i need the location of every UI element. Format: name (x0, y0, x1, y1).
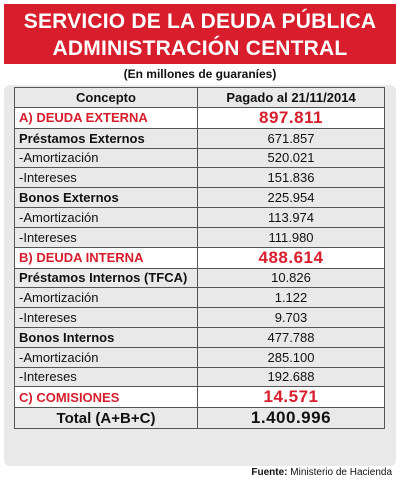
source-note: Fuente: Ministerio de Hacienda (251, 467, 392, 478)
concepto-cell: -Intereses (14, 366, 198, 388)
table-row: -Amortización 113.974 (14, 206, 385, 228)
pagado-cell: 225.954 (197, 187, 385, 208)
title-line-1: SERVICIO DE LA DEUDA PÚBLICA (23, 10, 377, 33)
table-row: -Amortización 1.122 (14, 287, 385, 309)
pagado-cell: 520.021 (197, 147, 385, 169)
concepto-cell: -Amortización (14, 206, 198, 228)
pagado-cell: 10.826 (197, 267, 385, 289)
table-row: Bonos Internos 477.788 (14, 326, 385, 348)
concepto-cell: Préstamos Externos (14, 127, 198, 149)
pagado-cell: 1.122 (197, 287, 385, 309)
header-concepto: Concepto (14, 87, 198, 108)
concepto-cell: -Intereses (14, 307, 198, 328)
pagado-cell: 285.100 (197, 346, 385, 368)
concepto-cell: Préstamos Internos (TFCA) (14, 267, 198, 289)
concepto-cell: Total (A+B+C) (14, 407, 198, 430)
table-row: A) DEUDA EXTERNA 897.811 (14, 106, 385, 129)
pagado-cell: 897.811 (197, 106, 385, 129)
table-row: -Intereses 9.703 (14, 307, 385, 328)
concepto-cell: -Intereses (14, 226, 198, 248)
pagado-cell: 111.980 (197, 226, 385, 248)
table-row: -Amortización 285.100 (14, 346, 385, 368)
concepto-cell: -Amortización (14, 147, 198, 169)
pagado-cell: 151.836 (197, 167, 385, 189)
pagado-cell: 192.688 (197, 366, 385, 388)
debt-table: Concepto Pagado al 21/11/2014 A) DEUDA E… (14, 87, 385, 430)
source-label: Fuente: (251, 467, 288, 478)
concepto-cell: Bonos Internos (14, 326, 198, 348)
table-row: B) DEUDA INTERNA 488.614 (14, 246, 385, 269)
pagado-cell: 488.614 (197, 246, 385, 269)
table-row: -Amortización 520.021 (14, 147, 385, 169)
table-row: -Intereses 192.688 (14, 366, 385, 388)
concepto-cell: C) COMISIONES (14, 386, 198, 409)
concepto-cell: -Intereses (14, 167, 198, 189)
pagado-cell: 1.400.996 (197, 407, 385, 430)
table-row: Préstamos Internos (TFCA) 10.826 (14, 267, 385, 289)
concepto-cell: Bonos Externos (14, 187, 198, 208)
table-header-row: Concepto Pagado al 21/11/2014 (14, 87, 385, 108)
source-text: Ministerio de Hacienda (290, 467, 392, 478)
table-row: Préstamos Externos 671.857 (14, 127, 385, 149)
units-subtitle: (En millones de guaraníes) (123, 67, 277, 81)
title-banner: SERVICIO DE LA DEUDA PÚBLICA ADMINISTRAC… (4, 4, 396, 64)
header-pagado: Pagado al 21/11/2014 (197, 87, 385, 108)
table-row: -Intereses 151.836 (14, 167, 385, 189)
pagado-cell: 671.857 (197, 127, 385, 149)
concepto-cell: B) DEUDA INTERNA (14, 246, 198, 269)
pagado-cell: 477.788 (197, 326, 385, 348)
pagado-cell: 113.974 (197, 206, 385, 228)
table-row: Bonos Externos 225.954 (14, 187, 385, 208)
table-row: Total (A+B+C) 1.400.996 (14, 407, 385, 430)
table-row: C) COMISIONES 14.571 (14, 386, 385, 409)
concepto-cell: A) DEUDA EXTERNA (14, 106, 198, 129)
pagado-cell: 14.571 (197, 386, 385, 409)
table-row: -Intereses 111.980 (14, 226, 385, 248)
title-line-2: ADMINISTRACIÓN CENTRAL (52, 37, 348, 60)
concepto-cell: -Amortización (14, 287, 198, 309)
pagado-cell: 9.703 (197, 307, 385, 328)
concepto-cell: -Amortización (14, 346, 198, 368)
